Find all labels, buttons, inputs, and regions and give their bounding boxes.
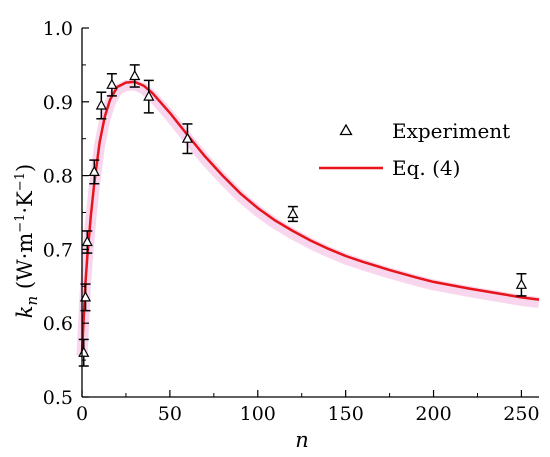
data-point (181, 123, 194, 155)
y-axis-title: kn (W·m−1·K−1) (13, 164, 41, 318)
triangle-marker (88, 165, 100, 177)
data-point (79, 283, 92, 312)
data-point (143, 79, 155, 114)
plot-area (76, 64, 540, 367)
triangle-marker (81, 235, 93, 247)
triangle-marker (287, 207, 299, 219)
y-tick-label: 0.5 (43, 387, 73, 409)
legend: Experiment Eq. (4) (319, 119, 510, 180)
triangle-marker (515, 278, 528, 289)
legend-label-eq4: Eq. (4) (392, 156, 460, 180)
triangle-marker (129, 69, 141, 81)
legend-item-eq4: Eq. (4) (319, 156, 460, 180)
y-tick-label: 1.0 (43, 18, 73, 40)
legend-label-experiment: Experiment (392, 119, 510, 143)
x-tick-label: 100 (240, 403, 276, 425)
legend-marker-triangle (339, 123, 353, 136)
data-point (95, 91, 107, 120)
data-point (515, 273, 528, 297)
x-tick-label: 200 (415, 403, 451, 425)
triangle-marker (106, 78, 118, 89)
data-point (106, 73, 118, 97)
x-tick-label: 50 (158, 403, 182, 425)
y-tick-label: 0.9 (43, 92, 73, 114)
x-axis-title: n (295, 428, 309, 452)
legend-item-experiment: Experiment (339, 119, 510, 143)
triangle-marker (79, 291, 92, 302)
triangle-marker (95, 99, 107, 110)
data-point (287, 205, 299, 223)
y-tick-label: 0.7 (43, 239, 73, 261)
triangle-marker (181, 132, 194, 143)
x-tick-label: 250 (503, 403, 539, 425)
y-tick-label: 0.6 (43, 313, 73, 335)
x-tick-label: 0 (76, 403, 88, 425)
data-point (88, 159, 100, 185)
triangle-marker (143, 90, 155, 101)
data-point (129, 64, 141, 88)
x-tick-label: 150 (328, 403, 364, 425)
y-tick-label: 0.8 (43, 166, 73, 188)
axes: 0 50 100 150 200 250 0.5 0.6 0.7 0.8 0.9 1.0 (43, 18, 540, 425)
